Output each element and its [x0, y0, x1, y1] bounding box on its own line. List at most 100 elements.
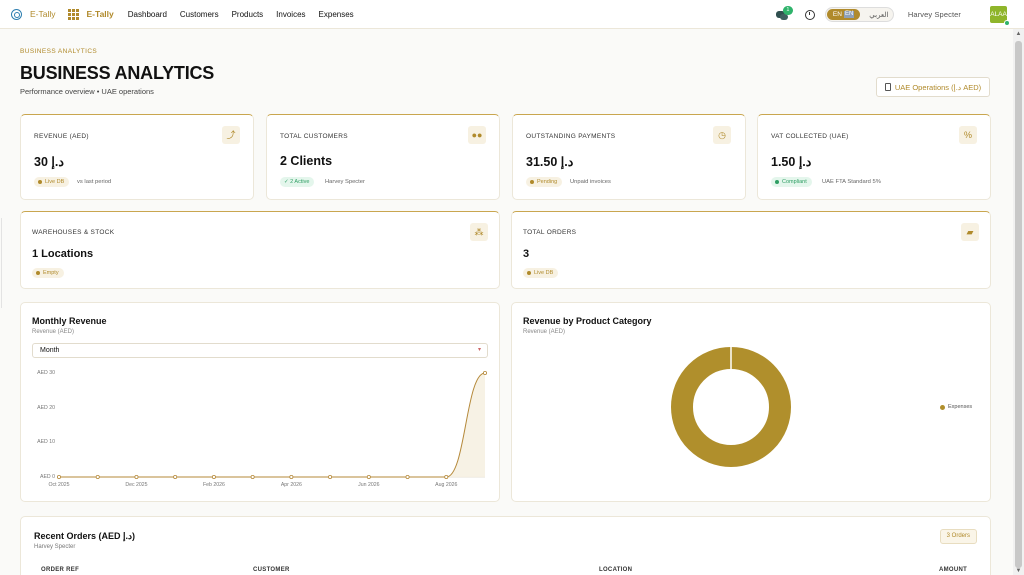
status-badge: Empty — [32, 268, 64, 278]
x-tick-label: Jun 2026 — [358, 482, 380, 488]
card-value: 1 Locations — [32, 248, 94, 260]
nav-link-invoices[interactable]: Invoices — [276, 9, 306, 19]
column-header-customer[interactable]: CUSTOMER — [253, 567, 290, 573]
customers-card: TOTAL CUSTOMERS ●● 2 Clients ✓ 2 Active … — [266, 114, 500, 200]
avatar[interactable]: ALAA — [990, 6, 1010, 26]
data-point[interactable] — [250, 474, 255, 479]
nav-link-products[interactable]: Products — [231, 9, 264, 19]
brand-small-label[interactable]: E-Tally — [30, 9, 56, 19]
chat-count-badge: 1 — [782, 5, 793, 15]
document-icon — [884, 83, 891, 91]
card-label: REVENUE (AED) — [34, 133, 89, 140]
data-point[interactable] — [95, 474, 100, 479]
online-status-dot — [1004, 20, 1010, 26]
history-clock-icon[interactable] — [804, 9, 815, 20]
monthly-revenue-panel: Monthly Revenue Revenue (AED) Month ▾ AE… — [20, 302, 500, 502]
status-badge: Live DB — [523, 268, 559, 278]
card-value: 2 Clients — [280, 154, 333, 168]
data-point[interactable] — [328, 474, 333, 479]
card-label: WAREHOUSES & STOCK — [32, 229, 115, 236]
chart-title: Revenue by Product Category — [523, 316, 652, 326]
x-tick-label: Feb 2026 — [202, 482, 225, 488]
data-point[interactable] — [211, 474, 216, 479]
y-tick-label: AED 20 — [37, 404, 55, 411]
nav-link-dashboard[interactable]: Dashboard — [127, 9, 167, 19]
y-tick-label: AED 30 — [37, 370, 55, 376]
column-header-location[interactable]: LOCATION — [599, 567, 633, 573]
data-point[interactable] — [444, 474, 449, 479]
warehouses-card: WAREHOUSES & STOCK ⁂ 1 Locations Empty — [20, 211, 500, 289]
data-point[interactable] — [289, 474, 294, 479]
column-header-amount[interactable]: AMOUNT — [939, 567, 968, 573]
recent-orders-panel: Recent Orders (AED د.إ) Harvey Specter 3… — [20, 516, 991, 575]
card-value: د.إ 30 — [34, 155, 64, 169]
y-tick-label: AED 0 — [40, 474, 55, 480]
status-badge: Live DB — [34, 177, 70, 187]
card-value: 1.50 د.إ — [771, 155, 812, 169]
nav-link-customers[interactable]: Customers — [179, 9, 219, 19]
scrollbar-thumb[interactable] — [1015, 41, 1022, 568]
chart-subtitle: Revenue (AED) — [32, 329, 75, 335]
page-subtitle: Performance overview • UAE operations — [20, 87, 154, 96]
category-donut-chart — [512, 303, 992, 503]
clock-icon: ◷ — [713, 126, 731, 144]
outstanding-card: OUTSTANDING PAYMENTS ◷ 31.50 د.إ Pending… — [512, 114, 746, 200]
revenue-card: REVENUE (AED) ⤴ د.إ 30 Live DB vs last p… — [20, 114, 254, 200]
side-drawer-edge[interactable] — [0, 218, 2, 308]
card-label: OUTSTANDING PAYMENTS — [526, 133, 616, 140]
legend-label: Expenses — [948, 404, 973, 410]
apps-grid-icon[interactable] — [67, 8, 79, 20]
column-header-order-ref[interactable]: ORDER REF — [41, 567, 80, 573]
brand-name[interactable]: E-Tally — [86, 9, 114, 19]
donut-slice-expenses[interactable] — [671, 347, 791, 467]
data-point[interactable] — [482, 371, 487, 376]
nav-link-expenses[interactable]: Expenses — [318, 9, 354, 19]
region-button[interactable]: UAE Operations (د.إ AED) — [876, 77, 990, 97]
scroll-down-arrow[interactable]: ▼ — [1015, 568, 1022, 574]
user-name[interactable]: Harvey Specter — [907, 10, 961, 19]
chart-legend[interactable]: Expenses — [940, 404, 972, 410]
lang-ar-option[interactable]: العربي — [869, 11, 889, 19]
donut-svg — [671, 347, 791, 467]
page-title: BUSINESS ANALYTICS — [20, 63, 215, 83]
flag-icon: EN — [843, 11, 855, 18]
x-tick-label: Apr 2026 — [280, 482, 302, 488]
language-toggle[interactable]: EN EN العربي — [824, 7, 894, 22]
scroll-up-arrow[interactable]: ▲ — [1015, 31, 1022, 37]
data-point[interactable] — [57, 474, 62, 479]
orders-count-badge[interactable]: 3 Orders — [939, 529, 977, 544]
lang-en-option[interactable]: EN EN — [826, 9, 861, 20]
page-eyebrow: BUSINESS ANALYTICS — [20, 48, 98, 55]
data-point[interactable] — [366, 474, 371, 479]
brand-logo-icon[interactable] — [11, 8, 22, 20]
orders-card: TOTAL ORDERS ▰ 3 Live DB — [511, 211, 991, 289]
period-select[interactable]: Month ▾ — [32, 343, 488, 358]
card-label: TOTAL ORDERS — [523, 229, 577, 236]
revenue-line — [59, 372, 486, 478]
card-value: 3 — [523, 248, 530, 260]
chart-trend-icon: ⤴ — [222, 126, 240, 144]
chat-icon[interactable]: 1 — [775, 5, 793, 20]
percent-icon: % — [959, 126, 977, 144]
category-revenue-panel: Revenue by Product Category Revenue (AED… — [511, 302, 991, 502]
boxes-icon: ⁂ — [470, 223, 488, 241]
x-tick-label: Oct 2025 — [48, 482, 70, 488]
x-tick-label: Dec 2025 — [125, 482, 148, 488]
data-point[interactable] — [134, 474, 139, 479]
line-chart-svg — [57, 371, 487, 479]
status-badge: Compliant — [771, 177, 812, 187]
status-badge: ✓ 2 Active — [280, 177, 315, 187]
card-note: UAE FTA Standard 5% — [822, 179, 881, 185]
card-note: Unpaid invoices — [570, 179, 611, 185]
card-note: Harvey Specter — [325, 179, 365, 185]
data-point[interactable] — [173, 474, 178, 479]
x-tick-label: Aug 2026 — [435, 482, 458, 488]
chevron-down-icon: ▾ — [477, 347, 481, 353]
revenue-area-fill — [59, 373, 485, 477]
card-note: vs last period — [77, 179, 112, 185]
card-label: TOTAL CUSTOMERS — [280, 133, 348, 140]
data-point[interactable] — [405, 474, 410, 479]
users-icon: ●● — [468, 126, 486, 144]
monthly-revenue-chart: AED 0 AED 10 AED 20 AED 30 Oct 2025 Dec 2025 F… — [21, 303, 501, 503]
legend-swatch — [940, 404, 945, 410]
